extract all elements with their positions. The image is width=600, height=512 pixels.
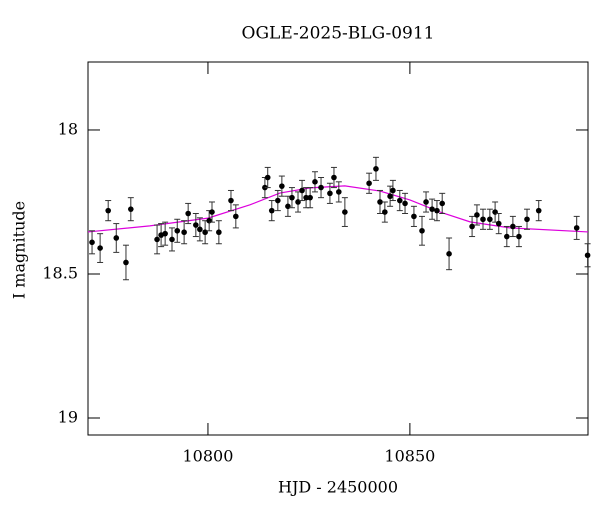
data-point [474,212,480,218]
data-point [480,216,486,223]
data-point [318,184,324,191]
data-point [299,187,305,194]
data-point [573,225,580,231]
data-point [89,239,95,246]
y-tick-label: 18 [58,119,78,138]
data-point [206,217,212,224]
data-point [295,199,301,205]
data-point [336,189,342,195]
data-point [216,229,222,236]
data-point [197,226,203,233]
y-axis-label: I magnitude [10,201,29,299]
data-point [331,174,337,181]
data-point [487,216,493,223]
data-point [169,236,175,243]
data-point [387,193,393,200]
data-point [495,220,502,227]
data-point [312,179,318,185]
plot-frame [87,61,589,436]
y-tick-label: 19 [58,408,78,427]
data-point [419,227,425,234]
data-point [279,183,285,189]
data-point [411,213,417,220]
data-point [123,259,129,266]
data-point [327,190,333,197]
data-point [97,245,103,251]
data-point [113,235,120,241]
data-point [193,222,199,228]
x-tick-label: 10850 [384,447,435,466]
data-point [154,236,160,243]
data-point [289,194,295,201]
data-point [439,200,446,207]
data-point [268,207,275,214]
y-tick-label: 18.5 [42,263,78,282]
data-point [303,194,309,201]
data-point [524,216,530,223]
data-point [469,223,475,230]
data-point [516,233,522,240]
data-point [275,197,281,204]
data-point [264,174,271,181]
data-point [377,199,383,205]
data-point [366,180,372,187]
data-point [174,227,181,234]
data-point [423,199,429,205]
data-point [446,251,452,257]
data-point [504,233,510,240]
data-point [434,207,440,214]
data-point [209,209,215,215]
data-point [382,209,388,215]
data-point [584,252,591,259]
data-point [185,210,191,217]
chart-title: OGLE-2025-BLG-0911 [242,24,435,44]
data-point [228,197,234,204]
data-point [233,213,239,220]
data-point [396,197,403,204]
data-point [162,230,168,237]
data-point [492,209,498,215]
data-point [181,229,187,236]
x-tick-label: 10800 [182,447,233,466]
data-point [105,207,111,214]
model-curve [87,185,589,233]
x-axis-label: HJD - 2450000 [278,478,398,497]
data-point [342,209,348,215]
data-point [429,206,435,212]
data-point [307,194,313,201]
data-point [510,223,516,230]
data-point [285,203,291,210]
data-point [402,200,408,207]
data-point [390,187,396,194]
data-point [128,206,134,212]
data-point [202,229,208,236]
data-point [535,207,542,214]
data-point [373,166,379,172]
